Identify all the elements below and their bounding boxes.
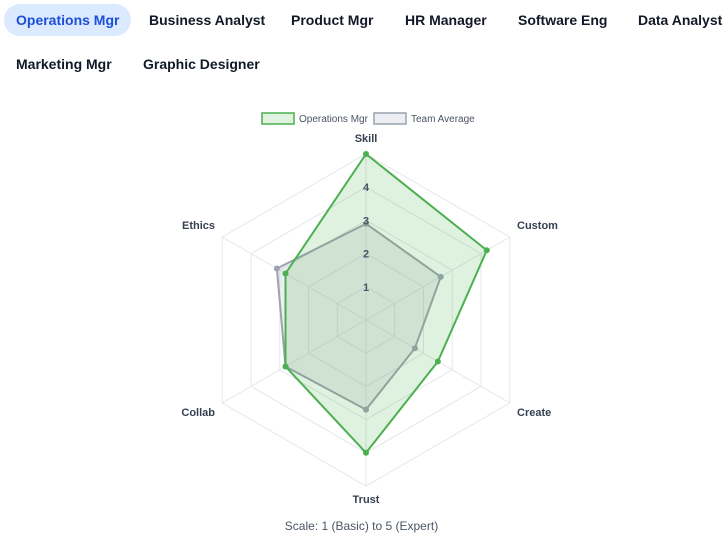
tab-data-analyst[interactable]: Data Analyst — [638, 12, 723, 28]
grid-spoke — [221, 319, 367, 404]
axis-label: Ethics — [182, 220, 215, 232]
grid-spoke — [221, 236, 367, 321]
data-point — [363, 449, 369, 456]
tab-marketing-mgr[interactable]: Marketing Mgr — [16, 56, 112, 72]
tab-software-eng[interactable]: Software Eng — [518, 12, 608, 28]
scale-caption: Scale: 1 (Basic) to 5 (Expert) — [284, 519, 439, 533]
data-point — [282, 270, 289, 277]
data-point — [434, 358, 441, 365]
data-point — [363, 220, 369, 227]
axis-label: Collab — [181, 407, 215, 419]
tick-label: 1 — [363, 282, 369, 294]
tab-business-analyst[interactable]: Business Analyst — [149, 12, 266, 28]
tick-label: 3 — [363, 215, 369, 227]
legend-swatch — [373, 112, 407, 125]
data-point — [411, 345, 418, 352]
tab-operations-mgr[interactable]: Operations Mgr — [4, 4, 132, 36]
data-point — [282, 363, 289, 370]
axis-label: Trust — [353, 494, 380, 506]
axis-label: Skill — [355, 133, 378, 145]
legend-swatch — [261, 112, 295, 125]
data-point — [273, 265, 280, 272]
data-point — [437, 273, 444, 280]
axis-label: Custom — [517, 220, 558, 232]
legend-label: Operations Mgr — [299, 114, 369, 125]
tick-label: 2 — [363, 249, 369, 261]
role-tabs: Operations Mgr Business Analyst Product … — [0, 0, 723, 90]
series-area — [284, 153, 488, 454]
data-point — [363, 406, 369, 413]
radar-chart: 1 2 3 4 Skill Custom Create Trust Collab Ethics Op… — [181, 112, 558, 506]
tab-hr-manager[interactable]: HR Manager — [405, 12, 487, 28]
data-point — [483, 247, 490, 254]
data-point — [363, 151, 369, 157]
legend-label: Team Average — [411, 114, 475, 125]
tab-product-mgr[interactable]: Product Mgr — [291, 12, 374, 28]
tab-graphic-designer[interactable]: Graphic Designer — [143, 56, 260, 72]
axis-label: Create — [517, 407, 551, 419]
tick-label: 4 — [363, 182, 370, 194]
